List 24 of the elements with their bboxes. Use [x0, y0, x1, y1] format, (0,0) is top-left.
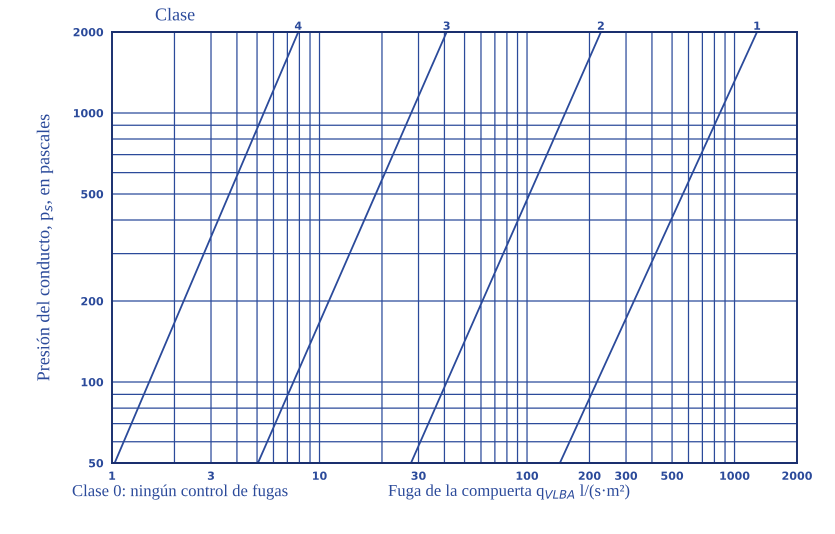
- y-tick-label: 100: [82, 378, 104, 386]
- series-label: 4: [294, 22, 302, 30]
- text: Clase 0: ningún control de fugas: [72, 484, 288, 500]
- x-tick-label: 1: [109, 472, 116, 480]
- series-label: 3: [444, 21, 450, 30]
- series-label: 2: [598, 21, 604, 30]
- x-tick-label: 2000: [782, 472, 812, 480]
- legend-title: Clase: [156, 8, 194, 21]
- x-tick-label: 10: [313, 472, 327, 480]
- y-tick-label: 500: [81, 190, 104, 198]
- y-tick-label: 2000: [74, 28, 104, 36]
- x-tick-label: 500: [661, 472, 684, 480]
- y-tick-label: 1000: [74, 108, 104, 118]
- x-tick-label: 100: [516, 472, 538, 480]
- series-label: 1: [754, 22, 760, 30]
- y-tick-label: 50: [89, 458, 104, 468]
- x-axis-title: Fuga de la compuerta q$_{VLBA}$ l/(s·m²): [388, 484, 630, 500]
- y-tick-label: 200: [81, 297, 104, 306]
- x-tick-label: 200: [578, 472, 601, 480]
- x-tick-label: 3: [208, 472, 214, 480]
- x-tick-label: 30: [412, 472, 426, 480]
- y-axis-title: Presión del conducto, p$_{s}$, en pascales: [36, 114, 54, 381]
- x-tick-label: 1000: [720, 472, 750, 480]
- x-tick-label: 300: [615, 472, 638, 480]
